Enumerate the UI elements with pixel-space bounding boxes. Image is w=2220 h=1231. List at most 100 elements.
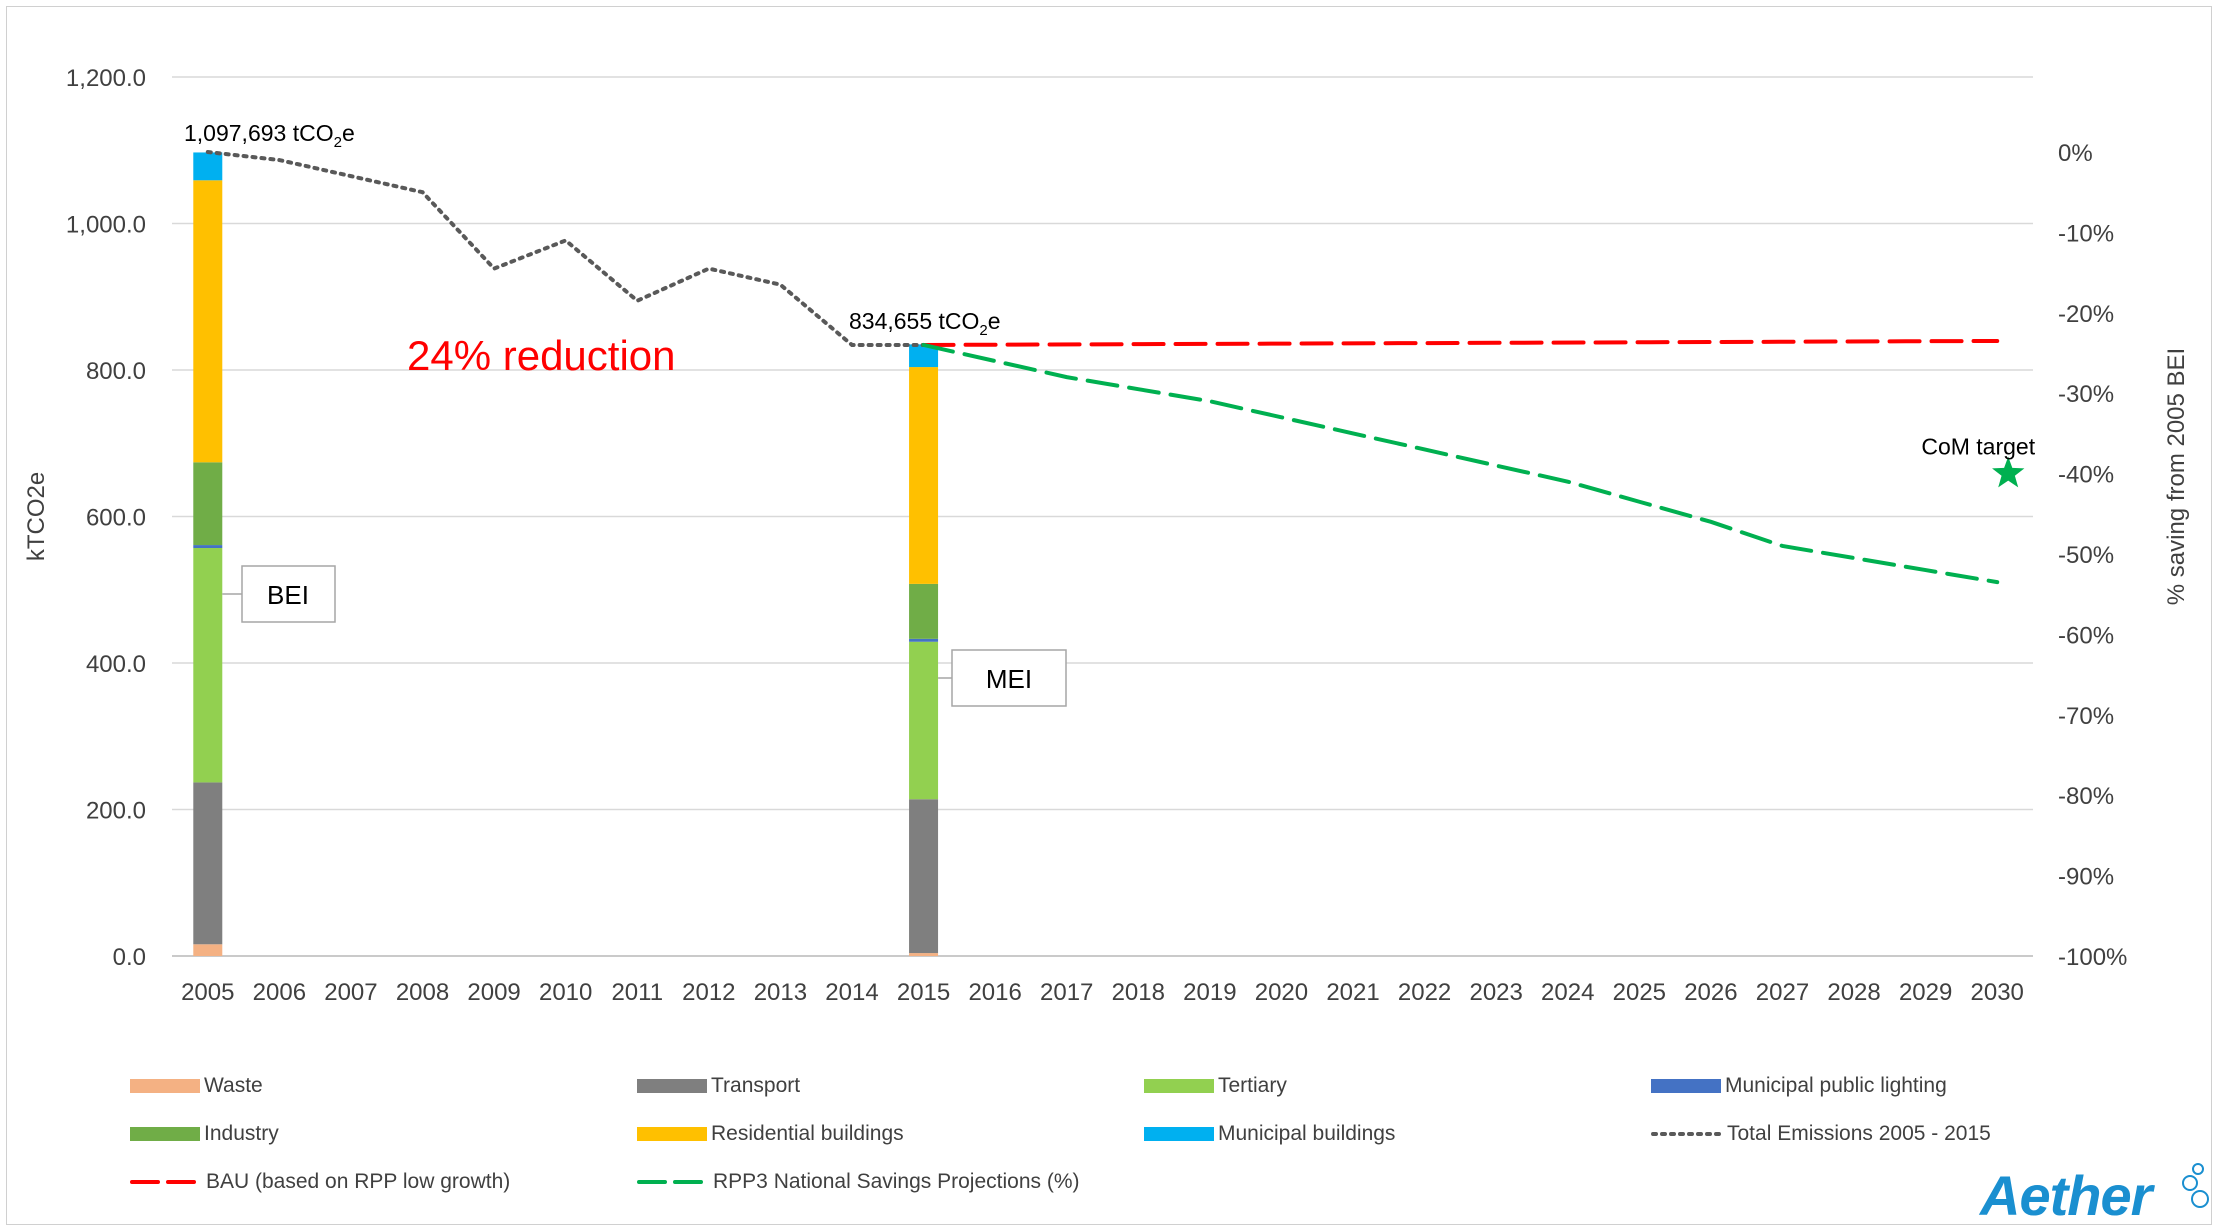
line-bau-based-on-rpp-low-growth-: [921, 338, 2000, 347]
bar-municipal-buildings-2005: [193, 152, 223, 181]
y-tick-label: 0.0: [113, 944, 146, 971]
legend-item: Residential buildings: [637, 1122, 904, 1146]
y2-tick-label: -40%: [2058, 462, 2114, 489]
x-tick-label: 2029: [1899, 979, 1952, 1006]
bar-transport-2005: [193, 782, 223, 945]
legend-label: Tertiary: [1218, 1074, 1287, 1097]
legend-label: Total Emissions 2005 - 2015: [1727, 1122, 1991, 1145]
y-tick-label: 200.0: [86, 798, 146, 825]
mei-callout-box: [951, 649, 1067, 707]
y2-tick-label: -100%: [2058, 944, 2127, 971]
x-tick-label: 2028: [1827, 979, 1880, 1006]
bar-municipal-public-lighting-2015: [909, 638, 939, 642]
legend-swatch: [1144, 1127, 1214, 1141]
legend-swatch: [1144, 1079, 1214, 1093]
x-tick-label: 2011: [611, 979, 663, 1006]
com-target-star: [1992, 456, 2025, 488]
y2-tick-label: -70%: [2058, 703, 2114, 730]
x-tick-label: 2021: [1326, 979, 1379, 1006]
x-tick-label: 2024: [1541, 979, 1594, 1006]
bar-transport-2015: [909, 799, 939, 954]
y2-tick-label: -80%: [2058, 783, 2114, 810]
x-tick-label: 2018: [1112, 979, 1165, 1006]
legend-swatch: [130, 1079, 200, 1093]
legend-swatch: [1651, 1132, 1723, 1136]
x-tick-label: 2007: [324, 979, 377, 1006]
bar-waste-2005: [193, 944, 223, 956]
legend-label: Industry: [204, 1122, 279, 1145]
y2-tick-label: -30%: [2058, 381, 2114, 408]
y-tick-label: 400.0: [86, 651, 146, 678]
legend-item: Municipal buildings: [1144, 1122, 1395, 1146]
legend-item: Transport: [637, 1074, 800, 1098]
x-tick-label: 2014: [825, 979, 878, 1006]
x-tick-label: 2012: [682, 979, 735, 1006]
aether-logo: Aether: [1980, 1163, 2209, 1228]
y2-axis-title: % saving from 2005 BEI: [2163, 348, 2190, 605]
y2-tick-label: -60%: [2058, 622, 2114, 649]
legend-label: Residential buildings: [711, 1122, 904, 1145]
x-tick-label: 2008: [396, 979, 449, 1006]
y-tick-label: 1,200.0: [66, 65, 146, 92]
bar-municipal-public-lighting-2005: [193, 545, 223, 548]
legend-label: Waste: [204, 1074, 263, 1097]
reduction-label: 24% reduction: [407, 332, 676, 379]
legend-item: RPP3 National Savings Projections (%): [637, 1170, 1080, 1194]
legend-item: Tertiary: [1144, 1074, 1287, 1098]
y-tick-label: 600.0: [86, 505, 146, 532]
x-tick-label: 2026: [1684, 979, 1737, 1006]
x-tick-label: 2010: [539, 979, 592, 1006]
bei-label: BEI: [267, 580, 309, 610]
bar-municipal-buildings-2015: [909, 344, 939, 368]
legend-label: Municipal public lighting: [1725, 1074, 1947, 1097]
bar-residential-buildings-2015: [909, 367, 939, 584]
bar-tertiary-2015: [909, 641, 939, 800]
y2-tick-label: -20%: [2058, 301, 2114, 328]
x-tick-label: 2020: [1255, 979, 1308, 1006]
bei-callout-box: [241, 565, 336, 623]
y-tick-label: 800.0: [86, 358, 146, 385]
line-rpp3-national-savings-projections-: [921, 342, 2000, 585]
x-tick-label: 2016: [968, 979, 1021, 1006]
x-tick-label: 2005: [181, 979, 234, 1006]
chart-legend: Waste Transport Tertiary Municipal public l…: [130, 1070, 2080, 1220]
y2-tick-label: -10%: [2058, 220, 2114, 247]
total-label-2005: 1,097,693 tCO2e: [184, 120, 355, 151]
legend-item: Industry: [130, 1122, 279, 1146]
bubbles-icon: [2182, 1163, 2209, 1208]
logo-text: Aether: [1980, 1164, 2152, 1227]
x-tick-label: 2006: [253, 979, 306, 1006]
x-tick-label: 2015: [897, 979, 950, 1006]
y-axis-title: kTCO2e: [23, 472, 50, 561]
y2-tick-label: 0%: [2058, 140, 2093, 167]
bar-industry-2015: [909, 583, 939, 639]
bar-tertiary-2005: [193, 547, 223, 783]
legend-label: Transport: [711, 1074, 801, 1097]
x-tick-label: 2030: [1971, 979, 2024, 1006]
legend-item: BAU (based on RPP low growth): [130, 1170, 510, 1194]
legend-label: Municipal buildings: [1218, 1122, 1396, 1145]
legend-swatch: [1651, 1079, 1721, 1093]
legend-label: RPP3 National Savings Projections (%): [713, 1170, 1080, 1193]
x-tick-label: 2017: [1040, 979, 1093, 1006]
legend-swatch: [637, 1127, 707, 1141]
y2-tick-label: -90%: [2058, 864, 2114, 891]
legend-item: Total Emissions 2005 - 2015: [1651, 1122, 1991, 1146]
total-label-2015: 834,655 tCO2e: [849, 308, 1001, 339]
x-tick-label: 2022: [1398, 979, 1451, 1006]
legend-item: Municipal public lighting: [1651, 1074, 1947, 1098]
bar-waste-2015: [909, 953, 939, 956]
legend-swatch: [130, 1127, 200, 1141]
mei-label: MEI: [986, 664, 1032, 694]
legend-swatch: [637, 1180, 709, 1184]
x-tick-label: 2019: [1183, 979, 1236, 1006]
x-tick-label: 2023: [1469, 979, 1522, 1006]
x-tick-label: 2009: [467, 979, 520, 1006]
line-total-emissions-2005-2015: [205, 150, 926, 347]
bar-industry-2005: [193, 462, 223, 546]
x-tick-label: 2027: [1756, 979, 1809, 1006]
bar-residential-buildings-2005: [193, 180, 223, 463]
legend-item: Waste: [130, 1074, 263, 1098]
legend-label: BAU (based on RPP low growth): [206, 1170, 511, 1193]
x-tick-label: 2025: [1613, 979, 1666, 1006]
